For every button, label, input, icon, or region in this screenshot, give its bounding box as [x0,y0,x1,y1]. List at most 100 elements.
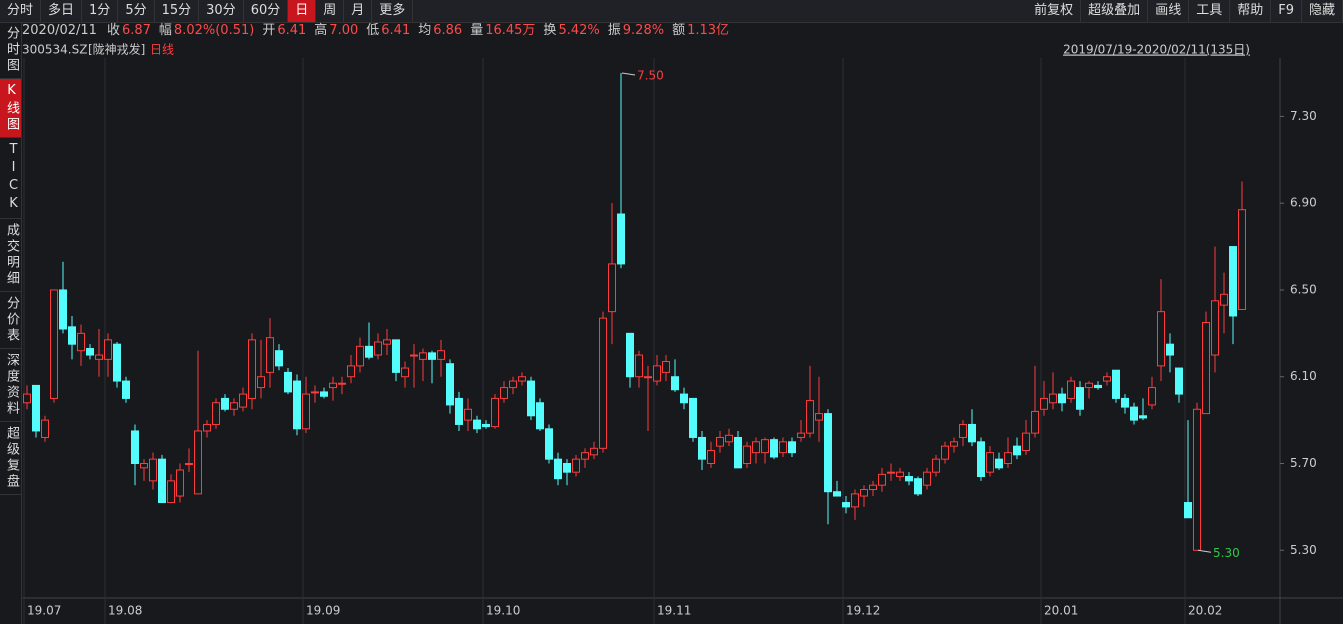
toolbar-button[interactable]: 更多 [372,0,414,22]
toolbar-button[interactable]: 30分 [199,0,244,22]
candle-body [662,361,670,373]
candle-body [905,476,913,482]
candle-body [1103,376,1111,382]
annotation-arrow [1197,549,1212,553]
date-range: 2019/07/19-2020/02/11(135日) [1063,43,1250,57]
candle-body [401,367,409,378]
info-value: 8.02%(0.51) [173,23,255,38]
candle-body [689,397,697,438]
side-tab[interactable]: 深度资料 [0,349,21,422]
candle-body [86,348,94,356]
candle-body [419,352,427,360]
candle-body [221,397,229,410]
toolbar-button[interactable]: 15分 [155,0,200,22]
toolbar-button[interactable]: 1分 [82,0,119,22]
candle-body [446,363,454,406]
candle-body [131,430,139,465]
toolbar-button[interactable]: 月 [344,0,373,22]
toolbar-button[interactable]: 60分 [244,0,289,22]
candle-body [1067,380,1075,399]
candle-body [707,449,715,464]
candle-body [68,326,76,345]
toolbar-button[interactable]: 工具 [1189,0,1231,22]
toolbar-button[interactable]: 隐藏 [1302,0,1343,22]
candle-body [50,289,58,399]
candle-body [734,436,742,469]
candle-body [1148,387,1156,406]
candle-body [698,436,706,460]
candle-body [1040,397,1048,410]
candle-body [311,391,319,394]
candle-body [788,441,796,454]
candle-body [23,393,31,404]
candle-body [1139,415,1147,419]
candle-body [1058,393,1066,404]
candle-body [185,463,193,465]
toolbar-button[interactable]: 分时 [0,0,42,22]
side-tab[interactable]: 成交明细 [0,219,21,292]
x-tick-label: 19.12 [846,604,880,618]
candle-body [1166,343,1174,356]
candle-body [1013,445,1021,456]
toolbar-button[interactable]: F9 [1271,0,1302,22]
toolbar-button[interactable]: 日 [288,0,317,22]
candle-body [626,332,634,378]
candle-body [563,463,571,473]
side-tabs: 分时图 K线图 TICK 成交明细 分价表 深度资料 超级复盘 [0,22,22,624]
info-bar: 2020/02/11 收 6.87 幅 8.02%(0.51) 开 6.41 高 7.00 低 6.… [22,22,737,40]
toolbar-button[interactable]: 多日 [41,0,83,22]
y-tick-label: 7.30 [1290,109,1317,123]
candle-body [194,430,202,495]
toolbar: 分时 多日 1分 5分 15分 30分 60分日周月更多 前复权 超级叠加 画线 工具 帮助 F9 隐藏 [0,0,1343,23]
side-tab[interactable]: K线图 [0,79,21,138]
candle-body [752,441,760,454]
y-tick-label: 6.90 [1290,196,1317,210]
candle-body [581,452,589,460]
candle-body [140,463,148,469]
period: 日线 [150,43,174,57]
toolbar-button[interactable]: 画线 [1148,0,1190,22]
candle-body [1031,410,1039,434]
candle-body [653,365,661,382]
side-tab[interactable]: 分时图 [0,22,21,79]
candle-body [473,419,481,430]
candle-body [257,376,265,389]
toolbar-button[interactable]: 帮助 [1230,0,1272,22]
candle-body [725,434,733,443]
code: 300534.SZ [22,43,87,57]
candle-body [1157,311,1165,367]
side-tab[interactable]: 分价表 [0,292,21,349]
x-tick-label: 19.09 [306,604,340,618]
candle-body [239,393,247,408]
candle-body [590,447,598,456]
info-value: 5.42% [558,23,600,38]
annotation-label: 5.30 [1213,546,1240,560]
candle-body [212,402,220,425]
candle-body [536,402,544,430]
candle-body [779,441,787,454]
toolbar-button[interactable]: 超级叠加 [1081,0,1149,22]
info-label: 均 [418,23,432,38]
candle-body [329,382,337,389]
x-tick-label: 19.08 [108,604,142,618]
candle-body [923,471,931,486]
candle-body [275,350,283,367]
candle-body [203,423,211,432]
candle-body [266,337,274,373]
candle-body [797,432,805,438]
candle-body [1112,369,1120,399]
side-tab[interactable]: 超级复盘 [0,422,21,495]
toolbar-button[interactable]: 前复权 [1027,0,1082,22]
candle-body [32,384,40,432]
candle-body [1193,408,1201,551]
candle-body [1049,393,1057,404]
candle-body [635,354,643,378]
info-value: 7.00 [329,23,359,38]
toolbar-button[interactable]: 5分 [118,0,155,22]
candle-body [1022,432,1030,451]
x-tick-label: 20.02 [1188,604,1222,618]
side-tab[interactable]: TICK [0,138,21,219]
toolbar-button[interactable]: 周 [316,0,345,22]
info-value: 6.41 [277,23,307,38]
candle-body [1004,452,1012,465]
